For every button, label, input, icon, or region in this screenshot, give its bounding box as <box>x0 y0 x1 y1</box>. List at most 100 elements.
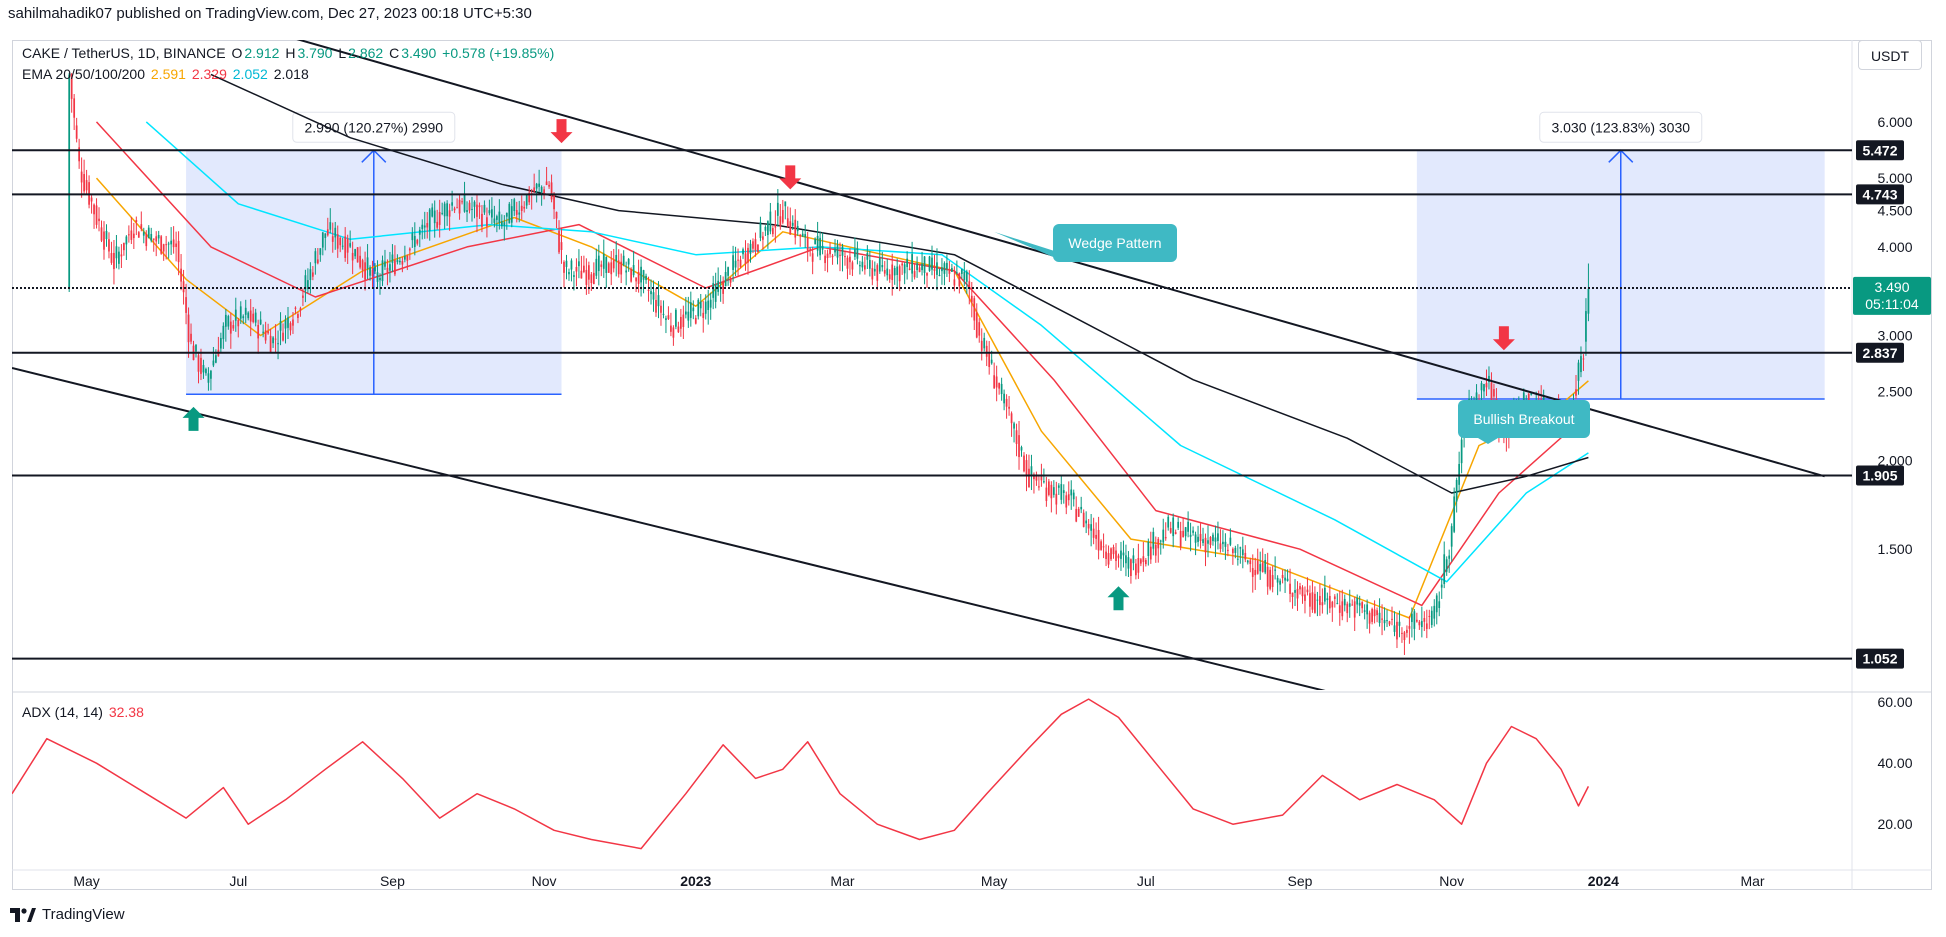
candle-body <box>980 340 983 351</box>
candle <box>389 251 391 283</box>
candle-body <box>1194 534 1197 543</box>
candle <box>1142 542 1145 572</box>
candle-body <box>279 320 282 331</box>
candle <box>1065 491 1068 515</box>
candle-body <box>724 272 727 287</box>
price-tick-label: 2.000 <box>1877 453 1912 469</box>
candle <box>88 175 90 209</box>
candle-body <box>68 74 71 289</box>
candle <box>1003 389 1005 411</box>
candle <box>1070 480 1073 510</box>
candle <box>277 330 279 360</box>
candle <box>473 200 476 219</box>
candle <box>1231 547 1234 565</box>
candle-body <box>1052 487 1055 495</box>
candle-body <box>321 232 324 248</box>
candle-body <box>510 206 513 223</box>
candle-body <box>955 272 958 274</box>
candle-body <box>1361 602 1364 609</box>
candle <box>172 226 175 254</box>
candle <box>657 281 660 319</box>
candle-body <box>1418 621 1421 626</box>
candle-body <box>85 180 88 191</box>
candle-body <box>702 312 705 318</box>
legend-adx-label[interactable]: ADX (14, 14) <box>22 704 103 720</box>
candle-body <box>1135 563 1137 576</box>
candle-body <box>1057 485 1060 488</box>
candle <box>200 348 202 381</box>
candle <box>321 231 324 256</box>
candle <box>729 276 732 287</box>
chart-frame[interactable] <box>12 40 1932 890</box>
candle-body <box>931 257 933 270</box>
currency-button[interactable]: USDT <box>1858 40 1922 70</box>
candle <box>622 250 625 267</box>
legend-symbol[interactable]: CAKE / TetherUS, 1D, BINANCE <box>22 45 226 61</box>
candle <box>264 321 267 344</box>
candle <box>630 267 633 283</box>
candle <box>1361 601 1364 614</box>
candle <box>354 248 357 260</box>
candle-body <box>1047 481 1050 495</box>
candle-body <box>824 255 826 264</box>
candle-body <box>100 227 103 241</box>
candle-body <box>744 253 747 265</box>
candle <box>627 257 630 272</box>
candle <box>752 238 754 254</box>
candle-body <box>239 306 242 319</box>
candle <box>249 299 252 337</box>
adx-tick-label: 60.00 <box>1877 694 1912 710</box>
candle <box>1082 509 1085 528</box>
candle-body <box>1306 589 1309 593</box>
price-tick-label: 6.000 <box>1877 114 1912 130</box>
candle <box>1415 612 1418 623</box>
footer-logo[interactable]: TradingView <box>10 906 125 923</box>
candle-body <box>540 186 543 192</box>
candle-body <box>284 319 287 329</box>
candle-body <box>1117 555 1120 559</box>
candle <box>1005 394 1008 419</box>
candle <box>1090 514 1093 547</box>
time-tick-label: Jul <box>1137 873 1155 889</box>
candle-body <box>1266 566 1269 587</box>
candle <box>73 94 76 130</box>
candle <box>911 241 913 282</box>
candle <box>408 247 411 260</box>
candle <box>147 225 150 239</box>
candle <box>898 264 901 292</box>
candle-body <box>78 147 81 162</box>
callout-tail-1 <box>1478 438 1498 444</box>
candle <box>152 238 155 252</box>
candle-body <box>1587 288 1590 314</box>
candle-body <box>791 222 794 226</box>
candle <box>1443 541 1446 589</box>
candle-body <box>1219 543 1222 549</box>
candle-body <box>498 211 501 223</box>
candle <box>421 219 424 240</box>
candle <box>1219 529 1222 553</box>
candle <box>1189 522 1192 552</box>
candle-body <box>1164 537 1167 539</box>
candle <box>247 311 250 321</box>
candle-body <box>1336 603 1339 605</box>
candle-body <box>585 269 588 285</box>
level-badge-5.472: 5.472 <box>1862 142 1897 158</box>
tradingview-logo-icon <box>10 907 36 922</box>
candle <box>145 230 148 251</box>
legend-ema-label[interactable]: EMA 20/50/100/200 <box>22 66 145 82</box>
candle <box>1172 513 1175 548</box>
candle-body <box>734 260 737 268</box>
candle <box>560 227 563 264</box>
candle <box>448 203 451 231</box>
candle <box>423 211 426 239</box>
candle <box>98 207 100 232</box>
candle-body <box>1388 621 1391 625</box>
candle <box>1309 585 1311 617</box>
candle-body <box>1356 597 1359 605</box>
candle-body <box>93 204 95 215</box>
candle <box>284 315 287 344</box>
candle <box>1420 606 1423 638</box>
candle <box>75 117 78 143</box>
candle-body <box>630 268 633 282</box>
